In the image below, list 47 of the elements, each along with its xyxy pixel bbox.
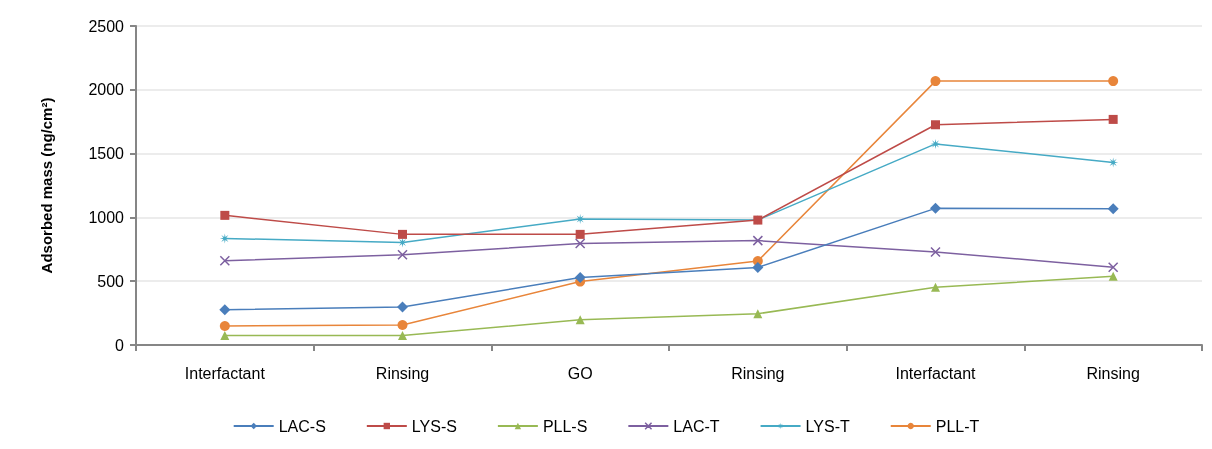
point [1108, 271, 1118, 281]
y-tick-label: 2500 [88, 17, 125, 35]
legend-label: LYS-S [411, 417, 457, 435]
y-tick-label: 0 [115, 336, 125, 354]
point [575, 229, 585, 239]
legend-label: LAC-T [673, 417, 720, 435]
point [219, 233, 230, 244]
point [752, 261, 764, 273]
point [930, 76, 941, 87]
point [397, 249, 408, 261]
point [574, 272, 586, 283]
point [397, 319, 408, 330]
y-tick-label: 2000 [88, 81, 125, 99]
legend-label: LYS-T [805, 417, 850, 435]
x-tick-label: Interfactant [895, 364, 977, 382]
point [398, 330, 407, 340]
point [930, 246, 941, 258]
point [752, 235, 764, 246]
x-tick-label: Rinsing [731, 364, 785, 382]
point [1107, 261, 1119, 273]
y-axis-title: Adsorbed mass (ng/cm²) [38, 97, 55, 274]
x-tick-label: Interfactant [184, 364, 266, 382]
y-tick-label: 1000 [88, 208, 125, 226]
point [930, 202, 941, 214]
point [397, 301, 408, 313]
x-tick-label: Rinsing [375, 364, 430, 382]
point [1108, 76, 1119, 87]
point [1108, 114, 1118, 124]
point [1108, 157, 1119, 168]
y-tick-label: 1500 [88, 145, 125, 163]
point [219, 320, 230, 331]
point [220, 210, 230, 220]
x-tick-label: Rinsing [1086, 364, 1140, 382]
legend-label: LAC-S [278, 417, 326, 435]
x-tick-label: GO [567, 364, 593, 382]
point [398, 229, 407, 239]
point [1107, 203, 1119, 215]
point [574, 238, 586, 249]
legend-label: PLL-S [542, 417, 588, 435]
point [931, 282, 940, 292]
point [220, 330, 230, 340]
point [931, 120, 940, 130]
point [219, 304, 231, 316]
y-tick-label: 500 [97, 272, 125, 290]
legend-label: PLL-T [935, 417, 980, 435]
point [219, 255, 231, 267]
point [930, 138, 941, 149]
